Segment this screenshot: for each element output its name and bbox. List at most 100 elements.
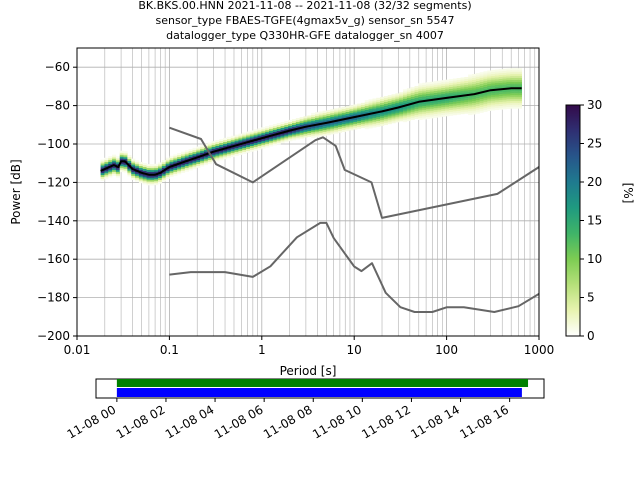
- density-cell: [127, 174, 132, 177]
- density-cell: [177, 170, 182, 173]
- density-cell: [314, 121, 320, 124]
- density-cell: [517, 102, 523, 105]
- density-cell: [150, 169, 155, 173]
- density-cell: [265, 131, 270, 135]
- density-cell: [104, 169, 109, 172]
- density-cell: [345, 107, 350, 111]
- density-cell: [104, 177, 109, 180]
- density-cell: [158, 181, 163, 184]
- density-cell: [483, 103, 488, 107]
- density-cell: [483, 100, 488, 103]
- density-cell: [437, 96, 442, 99]
- density-cell: [238, 147, 243, 150]
- density-cell: [123, 162, 128, 165]
- x-axis-ticks: 0.01 0.1 1 10 100 1000: [64, 336, 554, 357]
- density-cell: [169, 155, 174, 158]
- density-cell: [238, 145, 243, 148]
- density-cell: [452, 109, 457, 112]
- density-cell: [479, 74, 484, 77]
- density-cell: [211, 152, 216, 155]
- density-cell: [161, 175, 166, 178]
- density-cell: [403, 102, 408, 105]
- density-cell: [318, 124, 323, 128]
- density-cell: [364, 115, 369, 118]
- density-cell: [165, 163, 170, 166]
- density-cell: [161, 177, 166, 180]
- density-cell: [165, 173, 170, 176]
- density-cell: [242, 136, 247, 139]
- density-cell: [360, 122, 366, 125]
- density-cell: [414, 95, 419, 98]
- density-cell: [345, 127, 350, 130]
- density-cell: [395, 118, 400, 121]
- density-cell: [502, 76, 507, 79]
- density-cell: [433, 102, 438, 105]
- density-cell: [326, 109, 331, 113]
- density-cell: [280, 129, 285, 132]
- density-cell: [108, 173, 113, 176]
- density-cell: [387, 122, 392, 125]
- density-cell: [475, 76, 480, 80]
- density-cell: [284, 124, 289, 127]
- density-cell: [475, 98, 480, 101]
- density-cell: [445, 79, 450, 82]
- density-cell: [108, 156, 113, 159]
- density-cell: [460, 100, 465, 103]
- density-cell: [517, 83, 523, 86]
- density-cell: [506, 76, 511, 79]
- density-cell: [456, 99, 461, 102]
- density-cell: [395, 104, 400, 107]
- density-cell: [464, 90, 469, 93]
- density-cell: [491, 87, 496, 90]
- density-cell: [314, 135, 320, 138]
- density-cell: [192, 167, 197, 170]
- density-cell: [464, 109, 469, 112]
- density-cell: [429, 108, 434, 111]
- density-cell: [448, 100, 454, 103]
- density-cell: [146, 179, 151, 182]
- density-cell: [188, 154, 193, 157]
- density-cell: [100, 178, 105, 181]
- density-cell: [142, 178, 147, 181]
- density-cell: [483, 107, 488, 110]
- density-cell: [284, 140, 289, 143]
- density-cell: [510, 100, 515, 103]
- density-cell: [280, 123, 285, 127]
- density-cell: [108, 158, 113, 161]
- density-cell: [265, 126, 270, 129]
- density-cell: [265, 143, 270, 146]
- density-cell: [196, 159, 201, 163]
- density-cell: [288, 139, 293, 142]
- density-cell: [257, 147, 262, 150]
- density-cell: [514, 83, 519, 86]
- density-cell: [498, 72, 503, 76]
- density-cell: [517, 89, 523, 92]
- density-cell: [234, 138, 239, 141]
- density-cell: [479, 72, 484, 75]
- density-cell: [418, 90, 423, 94]
- density-cell: [487, 81, 492, 85]
- timeline-tick-label: 11-08 10: [310, 402, 364, 441]
- density-cell: [161, 160, 166, 163]
- density-cell: [226, 154, 232, 157]
- density-cell: [337, 111, 343, 114]
- density-cell: [303, 127, 308, 130]
- density-cell: [387, 95, 392, 98]
- density-cell: [403, 100, 408, 103]
- density-cell: [422, 103, 427, 107]
- density-cell: [173, 173, 178, 176]
- density-cell: [414, 97, 419, 100]
- density-cell: [510, 106, 515, 109]
- density-cell: [154, 167, 159, 170]
- density-cell: [131, 166, 136, 169]
- density-cell: [372, 125, 377, 128]
- density-cell: [131, 175, 136, 179]
- density-cell: [303, 135, 308, 138]
- density-cell: [452, 107, 457, 110]
- density-cell: [510, 79, 515, 82]
- density-cell: [146, 171, 151, 174]
- density-cell: [353, 119, 358, 122]
- density-cell: [376, 120, 381, 123]
- density-cell: [445, 93, 450, 96]
- density-cell: [514, 95, 519, 98]
